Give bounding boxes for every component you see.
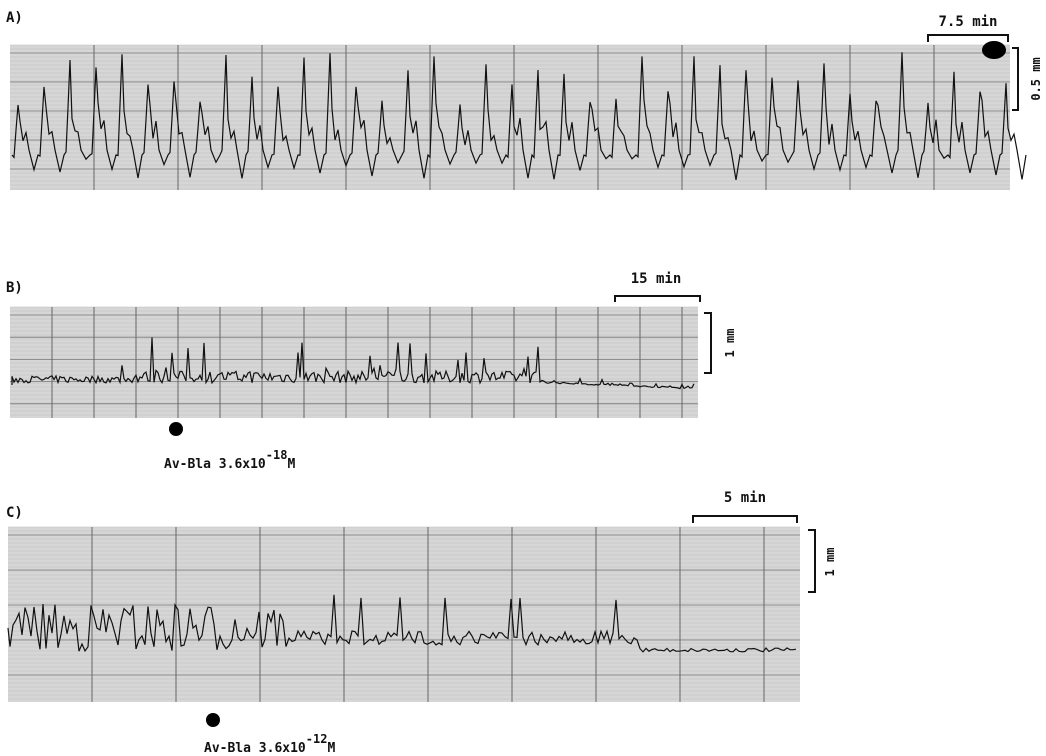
annotation-unit: M [287, 457, 295, 472]
marker-dot [982, 41, 1006, 59]
panel-label: C) [6, 505, 23, 521]
scale-bar [704, 313, 711, 373]
annotation-exponent: -12 [306, 732, 328, 746]
amplitude-scale: 1 mm [723, 329, 737, 358]
figure: A) 7.5 min 0.5 mm B) 15 min 1 mm Av-Bla … [0, 0, 1046, 756]
scale-bar [693, 516, 797, 523]
annotation-text: Av-Bla 3.6x10 [204, 741, 306, 756]
marker-dot [206, 713, 220, 727]
panel-label: B) [6, 280, 23, 296]
annotation-unit: M [327, 741, 335, 756]
amplitude-scale: 0.5 mm [1029, 57, 1043, 100]
time-scale: 7.5 min [938, 14, 997, 30]
chart-strips [8, 45, 1026, 702]
marker-dot [169, 422, 183, 436]
annotation-exponent: -18 [266, 448, 288, 462]
chart-paper [8, 527, 800, 702]
annotation: Av-Bla 3.6x10-18M [164, 448, 295, 472]
time-scale: 15 min [631, 271, 682, 287]
annotation: Av-Bla 3.6x10-12M [204, 732, 335, 756]
scale-bar [808, 530, 815, 592]
scale-bar [615, 296, 700, 302]
annotation-text: Av-Bla 3.6x10 [164, 457, 266, 472]
time-scale: 5 min [724, 490, 766, 506]
chart-paper [10, 307, 698, 418]
scale-bar [1012, 48, 1018, 110]
scale-bar [928, 35, 1008, 42]
panel-label: A) [6, 10, 23, 26]
amplitude-scale: 1 mm [823, 548, 837, 577]
